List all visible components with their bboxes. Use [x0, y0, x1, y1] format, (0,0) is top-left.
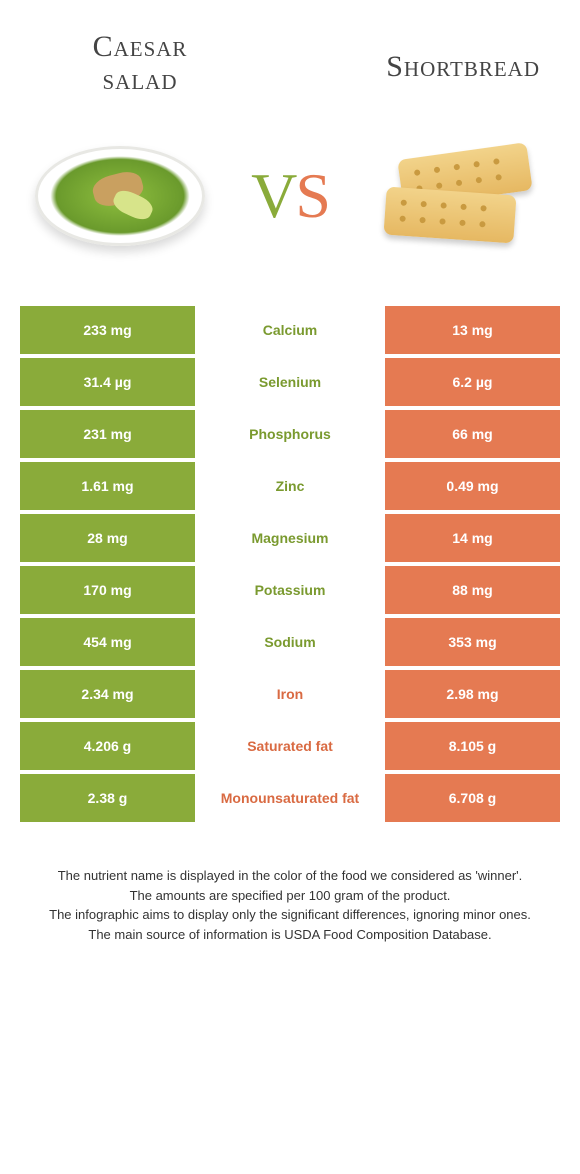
- right-value: 13 mg: [385, 306, 560, 354]
- right-value: 14 mg: [385, 514, 560, 562]
- left-food-image: [30, 126, 210, 266]
- left-value: 233 mg: [20, 306, 195, 354]
- right-value: 0.49 mg: [385, 462, 560, 510]
- table-row: 4.206 gSaturated fat8.105 g: [20, 722, 560, 770]
- right-food-image: [370, 126, 550, 266]
- right-value: 66 mg: [385, 410, 560, 458]
- table-row: 2.34 mgIron2.98 mg: [20, 670, 560, 718]
- right-food-title: Shortbread: [300, 30, 540, 83]
- right-value: 2.98 mg: [385, 670, 560, 718]
- left-value: 31.4 µg: [20, 358, 195, 406]
- footnote-line: The amounts are specified per 100 gram o…: [40, 886, 540, 906]
- table-row: 454 mgSodium353 mg: [20, 618, 560, 666]
- hero-row: VS: [0, 106, 580, 306]
- left-value: 231 mg: [20, 410, 195, 458]
- table-row: 231 mgPhosphorus66 mg: [20, 410, 560, 458]
- right-value: 88 mg: [385, 566, 560, 614]
- table-row: 2.38 gMonounsaturated fat6.708 g: [20, 774, 560, 822]
- salad-icon: [35, 146, 205, 246]
- nutrient-table: 233 mgCalcium13 mg31.4 µgSelenium6.2 µg2…: [0, 306, 580, 822]
- footnote: The nutrient name is displayed in the co…: [0, 826, 580, 944]
- left-value: 1.61 mg: [20, 462, 195, 510]
- left-value: 2.38 g: [20, 774, 195, 822]
- left-title-line2: salad: [102, 63, 177, 96]
- vs-s: S: [295, 160, 329, 231]
- nutrient-label: Potassium: [195, 566, 385, 614]
- table-row: 170 mgPotassium88 mg: [20, 566, 560, 614]
- right-value: 8.105 g: [385, 722, 560, 770]
- table-row: 28 mgMagnesium14 mg: [20, 514, 560, 562]
- right-value: 6.708 g: [385, 774, 560, 822]
- left-value: 28 mg: [20, 514, 195, 562]
- vs-label: VS: [251, 159, 329, 233]
- left-value: 170 mg: [20, 566, 195, 614]
- nutrient-label: Sodium: [195, 618, 385, 666]
- left-title-line1: Caesar: [93, 30, 188, 63]
- left-value: 454 mg: [20, 618, 195, 666]
- vs-v: V: [251, 160, 295, 231]
- right-value: 353 mg: [385, 618, 560, 666]
- footnote-line: The nutrient name is displayed in the co…: [40, 866, 540, 886]
- footnote-line: The main source of information is USDA F…: [40, 925, 540, 945]
- table-row: 233 mgCalcium13 mg: [20, 306, 560, 354]
- table-row: 1.61 mgZinc0.49 mg: [20, 462, 560, 510]
- left-value: 4.206 g: [20, 722, 195, 770]
- nutrient-label: Selenium: [195, 358, 385, 406]
- right-value: 6.2 µg: [385, 358, 560, 406]
- nutrient-label: Zinc: [195, 462, 385, 510]
- header: Caesar salad Shortbread: [0, 0, 580, 106]
- nutrient-label: Iron: [195, 670, 385, 718]
- nutrient-label: Phosphorus: [195, 410, 385, 458]
- nutrient-label: Saturated fat: [195, 722, 385, 770]
- shortbread-icon: [385, 136, 535, 256]
- left-value: 2.34 mg: [20, 670, 195, 718]
- table-row: 31.4 µgSelenium6.2 µg: [20, 358, 560, 406]
- nutrient-label: Calcium: [195, 306, 385, 354]
- nutrient-label: Monounsaturated fat: [195, 774, 385, 822]
- footnote-line: The infographic aims to display only the…: [40, 905, 540, 925]
- left-food-title: Caesar salad: [40, 30, 240, 96]
- nutrient-label: Magnesium: [195, 514, 385, 562]
